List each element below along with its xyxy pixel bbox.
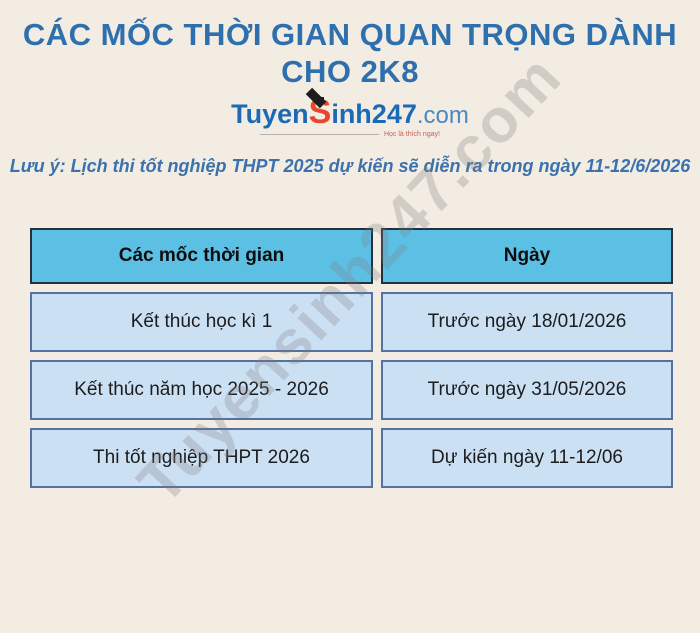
logo-part-s-wrap: S (305, 87, 331, 129)
graduation-cap-base-icon (312, 97, 324, 102)
table-row-1-milestone: Kết thúc học kì 1 (30, 292, 373, 352)
table-row-3-date: Dự kiến ngày 11-12/06 (381, 428, 673, 488)
table-row-2-milestone: Kết thúc năm học 2025 - 2026 (30, 360, 373, 420)
logo-tagline: Học là thích ngay! (383, 131, 440, 138)
page-title: CÁC MỐC THỜI GIAN QUAN TRỌNG DÀNH CHO 2K… (0, 16, 700, 90)
page-title-line1: CÁC MỐC THỜI GIAN QUAN TRỌNG DÀNH (22, 17, 678, 52)
page-title-line2: CHO 2K8 (281, 54, 419, 89)
timeline-table: Các mốc thời gian Ngày Kết thúc học kì 1… (30, 228, 673, 488)
logo-subline: Học là thích ngay! (260, 131, 440, 138)
logo-divider-line (260, 134, 379, 135)
table-row-2-date: Trước ngày 31/05/2026 (381, 360, 673, 420)
infographic: CÁC MỐC THỜI GIAN QUAN TRỌNG DÀNH CHO 2K… (0, 16, 700, 488)
logo-part-inh247: inh247 (331, 99, 417, 129)
table-row-3-milestone: Thi tốt nghiệp THPT 2026 (30, 428, 373, 488)
logo-part-tuyen: Tuyen (231, 99, 309, 129)
table-header-milestone: Các mốc thời gian (30, 228, 373, 284)
table-row-1-date: Trước ngày 18/01/2026 (381, 292, 673, 352)
note-text: Lưu ý: Lịch thi tốt nghiệp THPT 2025 dự … (9, 156, 691, 176)
logo-part-com: .com (416, 102, 469, 129)
table-header-date: Ngày (381, 228, 673, 284)
